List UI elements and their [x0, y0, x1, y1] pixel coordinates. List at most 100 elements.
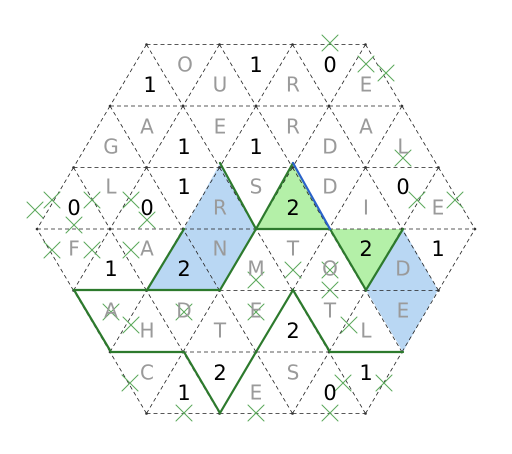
grid-edge: [109, 351, 147, 414]
letter-cell[interactable]: E: [397, 299, 410, 323]
loop-segment: [145, 227, 186, 292]
loop-segment-blue: [291, 161, 332, 231]
letter-cell[interactable]: O: [322, 257, 338, 281]
cross-mark: [247, 271, 265, 289]
grid-vertex: [218, 43, 221, 46]
cross-mark: [83, 241, 101, 259]
shaded-cell: [147, 229, 220, 290]
clue-digit: 0: [323, 53, 336, 77]
clue-digit: 1: [177, 135, 190, 159]
grid-edge: [182, 44, 220, 107]
grid-vertex: [145, 43, 148, 46]
cross-mark: [43, 241, 61, 259]
clue-digit: 1: [177, 381, 190, 405]
letter-cell[interactable]: L: [360, 319, 372, 343]
clue-digit: 2: [213, 361, 226, 385]
letter-cell[interactable]: O: [177, 53, 193, 77]
letter-cell[interactable]: R: [286, 73, 300, 97]
cross-mark: [175, 303, 193, 321]
shaded-cell: [366, 229, 438, 290]
grid-edge: [292, 167, 330, 230]
grid-edge: [219, 290, 257, 353]
letter-cell[interactable]: E: [432, 196, 445, 220]
loop-path: [72, 161, 405, 416]
grid-vertex: [145, 412, 148, 415]
clue-digit: 1: [177, 175, 190, 199]
grid-vertex: [400, 104, 404, 108]
shaded-cell: [184, 163, 256, 229]
grid-edge: [401, 167, 439, 230]
grid-vertex: [108, 104, 112, 108]
grid-edge: [146, 44, 184, 107]
letter-cell[interactable]: N: [213, 237, 228, 261]
letter-cell[interactable]: I: [363, 196, 369, 220]
grid-edge: [292, 44, 330, 107]
letter-cell[interactable]: H: [139, 319, 154, 343]
cross-mark: [122, 316, 140, 334]
grid-vertex: [437, 166, 440, 169]
letter-cell[interactable]: T: [286, 237, 300, 261]
letter-cell[interactable]: F: [68, 237, 80, 261]
grid-edge: [255, 44, 293, 107]
grid-edge: [36, 228, 74, 291]
grid-edge: [109, 105, 147, 168]
letter-cell[interactable]: A: [140, 237, 154, 261]
cross-mark: [321, 281, 339, 299]
letter-cell[interactable]: A: [140, 115, 154, 139]
letter-cell[interactable]: T: [213, 319, 227, 343]
grid-edge: [328, 351, 366, 414]
letter-cell[interactable]: D: [395, 257, 410, 281]
grid-vertex: [254, 104, 258, 108]
grid-edge: [182, 105, 220, 168]
cross-mark: [121, 374, 139, 392]
grid-edge: [292, 105, 330, 168]
grid-edge: [146, 290, 184, 353]
letter-cell[interactable]: A: [359, 115, 373, 139]
letter-cell[interactable]: A: [104, 299, 118, 323]
letter-cell[interactable]: M: [247, 257, 264, 281]
letter-cell[interactable]: G: [103, 135, 119, 159]
grid-edge: [328, 105, 366, 168]
grid-edge: [255, 351, 293, 414]
grid-edge: [109, 44, 147, 107]
letter-cell[interactable]: U: [213, 73, 228, 97]
grid-edge: [328, 44, 366, 107]
shaded-cells: [147, 163, 438, 352]
shaded-cell: [366, 290, 438, 352]
letter-cell[interactable]: L: [397, 135, 409, 159]
letter-cell[interactable]: E: [250, 381, 263, 405]
cross-mark: [334, 374, 352, 392]
cross-mark: [321, 34, 339, 52]
grid-edge: [219, 44, 257, 107]
letter-cell[interactable]: D: [322, 135, 337, 159]
grid-edge: [292, 228, 330, 291]
letter-cell[interactable]: L: [105, 175, 117, 199]
grid-edge: [401, 228, 439, 291]
letter-cell[interactable]: S: [287, 361, 300, 385]
letter-cell[interactable]: E: [360, 73, 373, 97]
clue-digit: 0: [140, 196, 153, 220]
cross-mark: [377, 64, 395, 82]
grid-edge: [73, 105, 111, 168]
grid-edge: [401, 290, 439, 353]
letter-cell[interactable]: R: [286, 115, 300, 139]
letter-cell[interactable]: C: [140, 361, 154, 385]
grid-edge: [109, 167, 147, 230]
letter-cell[interactable]: S: [250, 175, 263, 199]
letter-cell[interactable]: T: [323, 299, 337, 323]
grid-vertex: [108, 227, 112, 231]
grid-edge: [109, 228, 147, 291]
grid-vertex: [218, 166, 221, 169]
clue-digit: 2: [177, 257, 190, 281]
letter-cell[interactable]: E: [214, 115, 227, 139]
clue-digit: 1: [104, 257, 117, 281]
letter-cell[interactable]: R: [213, 196, 227, 220]
letter-cell[interactable]: E: [250, 299, 263, 323]
clue-digit: 0: [67, 196, 80, 220]
letter-cell[interactable]: D: [176, 299, 191, 323]
cross-mark: [321, 261, 339, 279]
cross-mark: [408, 191, 426, 209]
letter-cell[interactable]: D: [322, 175, 337, 199]
grid-vertex: [291, 43, 294, 46]
grid-edge: [255, 228, 293, 291]
